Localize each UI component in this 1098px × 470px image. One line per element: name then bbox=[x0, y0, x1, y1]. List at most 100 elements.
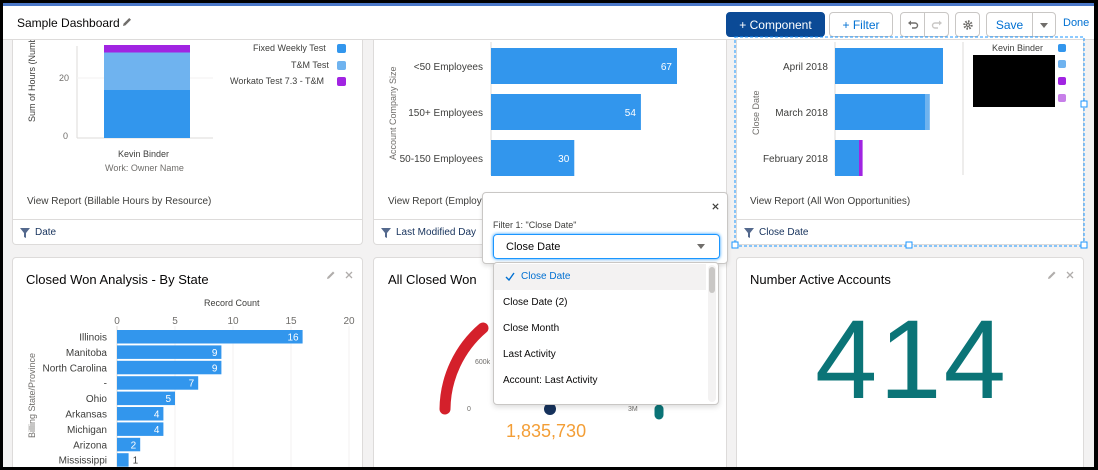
filter-label: Close Date bbox=[759, 227, 809, 238]
legend-swatch bbox=[337, 77, 346, 86]
widget-billable-hours[interactable]: Sum of Hours (Numb 20 0 Kevin Binder Wor… bbox=[12, 40, 363, 245]
y-tick-label: 0 bbox=[63, 131, 69, 141]
add-filter-button[interactable]: + Filter bbox=[829, 12, 893, 37]
bar-segment[interactable] bbox=[835, 94, 925, 130]
legend-item-tm: T&M Test bbox=[291, 60, 329, 70]
close-icon[interactable] bbox=[344, 270, 354, 280]
redacted-block bbox=[973, 55, 1055, 107]
bar[interactable] bbox=[117, 453, 129, 467]
filter-field-select[interactable]: Close Date bbox=[493, 234, 720, 259]
category-label: <50 Employees bbox=[414, 62, 483, 73]
widget-closed-won-by-state[interactable]: Closed Won Analysis - By State Record Co… bbox=[12, 257, 363, 467]
add-component-button[interactable]: + Component bbox=[726, 12, 825, 37]
scrollbar-thumb[interactable] bbox=[709, 267, 715, 293]
settings-button[interactable] bbox=[955, 12, 980, 37]
legend-swatch bbox=[337, 61, 346, 70]
bar-value-label: 30 bbox=[558, 154, 570, 165]
bar-segment[interactable] bbox=[835, 48, 943, 84]
bar-value-label: 16 bbox=[287, 333, 299, 344]
dropdown-option[interactable]: Last Activity bbox=[503, 349, 556, 360]
bar-segment[interactable] bbox=[925, 94, 930, 130]
bar-segment[interactable] bbox=[104, 45, 190, 53]
category-label: March 2018 bbox=[775, 108, 828, 119]
save-button[interactable]: Save bbox=[986, 12, 1033, 37]
bar[interactable] bbox=[117, 376, 199, 390]
bar[interactable] bbox=[117, 345, 222, 359]
gauge-tick-label: 600k bbox=[475, 359, 491, 366]
gear-icon bbox=[962, 19, 973, 30]
edit-icon[interactable] bbox=[1047, 270, 1057, 280]
x-tick-label: 5 bbox=[172, 316, 178, 327]
bar-value-label: 4 bbox=[154, 410, 160, 421]
redo-icon bbox=[931, 20, 942, 29]
category-label: - bbox=[104, 379, 107, 390]
legend-item-workato: Workato Test 7.3 - T&M bbox=[230, 76, 325, 86]
legend-swatch bbox=[1058, 44, 1066, 52]
redo-button[interactable] bbox=[924, 12, 949, 37]
widget-number-active-accounts[interactable]: Number Active Accounts 414 bbox=[736, 257, 1084, 467]
done-button[interactable]: Done bbox=[1063, 17, 1090, 29]
category-label: February 2018 bbox=[763, 154, 828, 165]
view-report-link[interactable]: View Report (All Won Opportunities) bbox=[750, 196, 911, 207]
dropdown-option[interactable]: Close Date (2) bbox=[503, 297, 568, 308]
view-report-link[interactable]: View Report (Employee bbox=[388, 196, 493, 207]
gauge-tick-label: 3M bbox=[628, 406, 638, 413]
funnel-icon bbox=[20, 228, 30, 238]
bar-value-label: 7 bbox=[189, 379, 195, 390]
legend-swatch bbox=[1058, 60, 1066, 68]
edit-title-icon[interactable] bbox=[121, 16, 133, 28]
dropdown-option[interactable]: Account: Last Activity bbox=[503, 375, 598, 386]
bar-value-label: 2 bbox=[131, 440, 137, 451]
x-tick-label: 0 bbox=[114, 316, 120, 327]
filter-field-label: Filter 1: "Close Date" bbox=[493, 220, 577, 230]
bar-value-label: 4 bbox=[154, 425, 160, 436]
widget-won-opportunities[interactable]: Close Date April 2018 March 2018 February … bbox=[736, 40, 1084, 245]
save-options-button[interactable] bbox=[1032, 12, 1056, 37]
category-label: Mississippi bbox=[59, 456, 107, 467]
legend-swatch bbox=[337, 44, 346, 53]
bar-value-label: 1 bbox=[133, 456, 139, 467]
x-tick-label: 15 bbox=[285, 316, 297, 327]
category-label: April 2018 bbox=[783, 62, 828, 73]
bar[interactable] bbox=[117, 422, 164, 436]
metric-value: 414 bbox=[815, 297, 1008, 422]
bar[interactable] bbox=[117, 330, 303, 344]
bar[interactable] bbox=[117, 437, 141, 452]
undo-button[interactable] bbox=[900, 12, 925, 37]
x-tick-label: 20 bbox=[343, 316, 355, 327]
filter-label: Last Modified Day bbox=[396, 227, 477, 238]
card-title: Number Active Accounts bbox=[750, 272, 891, 287]
close-icon[interactable] bbox=[1065, 270, 1075, 280]
stacked-bar-chart bbox=[76, 45, 213, 139]
bar[interactable] bbox=[491, 94, 641, 130]
bar-segment[interactable] bbox=[835, 140, 859, 176]
gauge-tick-label: 0 bbox=[467, 406, 471, 413]
funnel-icon bbox=[744, 228, 754, 238]
bar-segment[interactable] bbox=[104, 52, 190, 91]
undo-icon bbox=[907, 20, 918, 29]
bar-segment[interactable] bbox=[104, 90, 190, 138]
dropdown-option[interactable]: Close Month bbox=[503, 323, 560, 334]
horizontal-bar-chart: 67 <50 Employees 54 150+ Employees 30 50-150 … bbox=[400, 42, 677, 176]
bar[interactable] bbox=[491, 48, 677, 84]
bar-value-label: 9 bbox=[212, 348, 218, 359]
bar[interactable] bbox=[491, 140, 575, 176]
x-category-label: Kevin Binder bbox=[118, 149, 170, 159]
view-report-link[interactable]: View Report (Billable Hours by Resource) bbox=[27, 196, 212, 207]
close-icon[interactable] bbox=[711, 202, 720, 211]
category-label: Manitoba bbox=[66, 348, 108, 359]
bar[interactable] bbox=[117, 407, 164, 421]
filter-popover: Filter 1: "Close Date" Close Date bbox=[482, 192, 728, 264]
dropdown-scrollbar[interactable] bbox=[708, 265, 716, 402]
filter-indicator[interactable]: Date bbox=[13, 219, 362, 244]
category-label: Illinois bbox=[79, 333, 107, 344]
bar[interactable] bbox=[117, 360, 222, 375]
bar[interactable] bbox=[117, 391, 175, 406]
edit-icon[interactable] bbox=[326, 270, 336, 280]
bar-segment[interactable] bbox=[859, 140, 863, 176]
gauge-chart bbox=[439, 322, 664, 420]
dropdown-option[interactable]: Close Date bbox=[494, 264, 706, 290]
filter-indicator[interactable]: Close Date bbox=[737, 219, 1083, 244]
x-tick-label: 10 bbox=[227, 316, 239, 327]
